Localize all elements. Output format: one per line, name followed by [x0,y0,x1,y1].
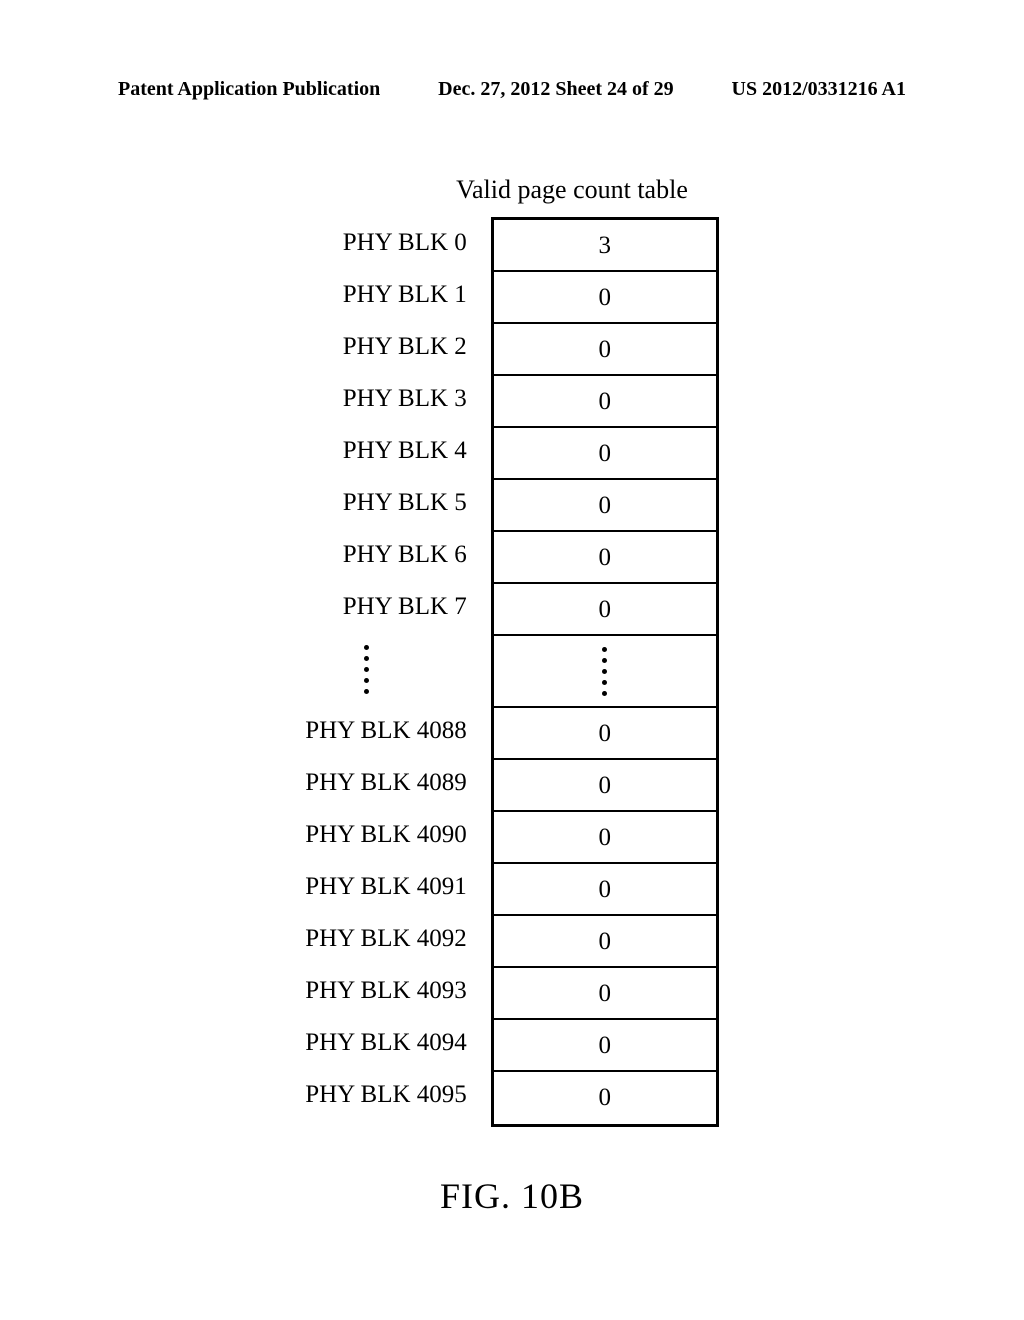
row-label: PHY BLK 4093 [305,965,467,1017]
row-label: PHY BLK 4092 [305,913,467,965]
row-label: PHY BLK 4090 [305,809,467,861]
table-cell: 0 [494,428,716,480]
vertical-ellipsis-icon [364,645,369,694]
table-cell: 3 [494,220,716,272]
table-cell: 0 [494,760,716,812]
table-cell: 0 [494,1072,716,1124]
table-cell: 0 [494,532,716,584]
header-patent-number: US 2012/0331216 A1 [732,78,906,101]
row-labels-column: PHY BLK 0 PHY BLK 1 PHY BLK 2 PHY BLK 3 … [305,217,491,1121]
row-label-ellipsis [305,633,467,705]
table-cell: 0 [494,376,716,428]
row-label: PHY BLK 6 [343,529,467,581]
row-label: PHY BLK 4 [343,425,467,477]
table-title: Valid page count table [456,175,688,205]
row-label: PHY BLK 7 [343,581,467,633]
vertical-ellipsis-icon [602,647,607,696]
row-label: PHY BLK 4095 [305,1069,467,1121]
header-publication: Patent Application Publication [118,78,380,101]
row-label: PHY BLK 2 [343,321,467,373]
table-cell: 0 [494,864,716,916]
table-cell: 0 [494,324,716,376]
figure-area: Valid page count table PHY BLK 0 PHY BLK… [0,175,1024,1217]
row-label: PHY BLK 4088 [305,705,467,757]
table-cell: 0 [494,584,716,636]
table-cell: 0 [494,916,716,968]
value-cells-column: 3 0 0 0 0 0 0 0 0 0 0 0 0 0 0 0 [491,217,719,1127]
table-cell: 0 [494,812,716,864]
figure-caption: FIG. 10B [440,1175,584,1217]
table-cell: 0 [494,1020,716,1072]
table-cell-ellipsis [494,636,716,708]
header-sheet-info: Dec. 27, 2012 Sheet 24 of 29 [438,78,674,101]
row-label: PHY BLK 4091 [305,861,467,913]
table-cell: 0 [494,480,716,532]
row-label: PHY BLK 4094 [305,1017,467,1069]
table-cell: 0 [494,272,716,324]
table-cell: 0 [494,968,716,1020]
row-label: PHY BLK 4089 [305,757,467,809]
valid-page-count-table: PHY BLK 0 PHY BLK 1 PHY BLK 2 PHY BLK 3 … [305,217,719,1127]
page-header: Patent Application Publication Dec. 27, … [118,78,906,101]
row-label: PHY BLK 0 [343,217,467,269]
row-label: PHY BLK 5 [343,477,467,529]
row-label: PHY BLK 3 [343,373,467,425]
row-label: PHY BLK 1 [343,269,467,321]
table-cell: 0 [494,708,716,760]
